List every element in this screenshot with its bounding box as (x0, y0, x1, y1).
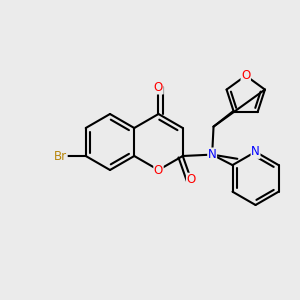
Text: Br: Br (54, 149, 67, 163)
Text: O: O (154, 164, 163, 176)
Text: O: O (154, 81, 163, 94)
Text: N: N (251, 145, 260, 158)
Text: O: O (187, 173, 196, 186)
Text: N: N (208, 148, 217, 161)
Text: O: O (241, 69, 250, 82)
